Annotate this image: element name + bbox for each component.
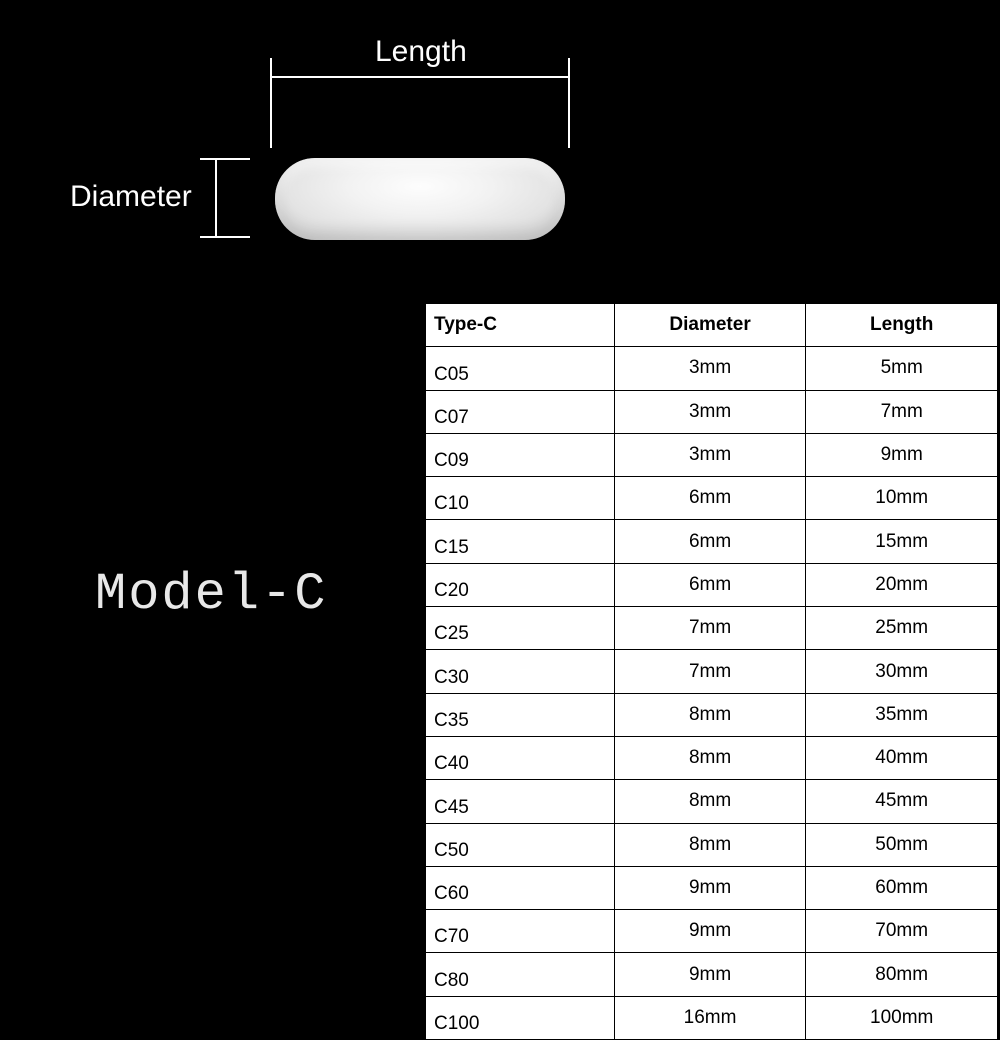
table-cell-length: 10mm	[806, 477, 998, 520]
table-cell-length: 20mm	[806, 563, 998, 606]
table-row: C093mm9mm	[426, 433, 998, 476]
table-cell-type: C100	[426, 996, 615, 1039]
table-cell-length: 25mm	[806, 607, 998, 650]
spec-table: Type-C Diameter Length C053mm5mmC073mm7m…	[425, 303, 998, 1040]
dimension-diagram: Length Diameter	[60, 20, 620, 270]
table-cell-diameter: 8mm	[614, 780, 806, 823]
table-cell-diameter: 3mm	[614, 390, 806, 433]
table-cell-length: 5mm	[806, 347, 998, 390]
table-cell-type: C60	[426, 866, 615, 909]
table-cell-type: C20	[426, 563, 615, 606]
table-cell-diameter: 9mm	[614, 866, 806, 909]
table-row: C809mm80mm	[426, 953, 998, 996]
table-cell-type: C09	[426, 433, 615, 476]
table-row: C307mm30mm	[426, 650, 998, 693]
table-cell-length: 45mm	[806, 780, 998, 823]
table-cell-length: 100mm	[806, 996, 998, 1039]
table-cell-diameter: 9mm	[614, 953, 806, 996]
table-row: C106mm10mm	[426, 477, 998, 520]
table-header-row: Type-C Diameter Length	[426, 304, 998, 347]
table-cell-length: 30mm	[806, 650, 998, 693]
table-row: C609mm60mm	[426, 866, 998, 909]
table-cell-diameter: 6mm	[614, 520, 806, 563]
table-cell-type: C40	[426, 736, 615, 779]
table-cell-diameter: 3mm	[614, 433, 806, 476]
table-row: C053mm5mm	[426, 347, 998, 390]
table-cell-diameter: 8mm	[614, 823, 806, 866]
table-cell-type: C45	[426, 780, 615, 823]
table-cell-type: C10	[426, 477, 615, 520]
table-cell-diameter: 6mm	[614, 477, 806, 520]
table-row: C458mm45mm	[426, 780, 998, 823]
table-cell-type: C07	[426, 390, 615, 433]
length-bracket-line	[270, 76, 570, 78]
diameter-bracket-line	[215, 158, 217, 238]
table-cell-type: C80	[426, 953, 615, 996]
table-row: C709mm70mm	[426, 910, 998, 953]
table-cell-length: 40mm	[806, 736, 998, 779]
table-cell-length: 70mm	[806, 910, 998, 953]
table-cell-type: C30	[426, 650, 615, 693]
table-row: C408mm40mm	[426, 736, 998, 779]
table-row: C206mm20mm	[426, 563, 998, 606]
table-row: C156mm15mm	[426, 520, 998, 563]
diameter-bracket-tick-top	[200, 158, 250, 160]
table-cell-type: C35	[426, 693, 615, 736]
diameter-label: Diameter	[70, 180, 192, 214]
table-cell-type: C50	[426, 823, 615, 866]
table-cell-diameter: 16mm	[614, 996, 806, 1039]
table-cell-diameter: 9mm	[614, 910, 806, 953]
table-cell-length: 60mm	[806, 866, 998, 909]
table-cell-type: C05	[426, 347, 615, 390]
table-cell-type: C70	[426, 910, 615, 953]
table-cell-diameter: 7mm	[614, 650, 806, 693]
length-label: Length	[375, 35, 467, 69]
table-cell-length: 15mm	[806, 520, 998, 563]
table-cell-type: C25	[426, 607, 615, 650]
table-cell-length: 50mm	[806, 823, 998, 866]
table-cell-diameter: 8mm	[614, 736, 806, 779]
table-cell-length: 35mm	[806, 693, 998, 736]
table-header-type: Type-C	[426, 304, 615, 347]
table-cell-length: 7mm	[806, 390, 998, 433]
table-row: C257mm25mm	[426, 607, 998, 650]
length-bracket-tick-right	[568, 58, 570, 148]
table-row: C10016mm100mm	[426, 996, 998, 1039]
length-bracket-tick-left	[270, 58, 272, 148]
model-name-heading: Model-C	[95, 565, 327, 624]
table-cell-diameter: 6mm	[614, 563, 806, 606]
table-cell-length: 80mm	[806, 953, 998, 996]
table-cell-diameter: 8mm	[614, 693, 806, 736]
table-cell-length: 9mm	[806, 433, 998, 476]
table-header-length: Length	[806, 304, 998, 347]
table-header-diameter: Diameter	[614, 304, 806, 347]
table-row: C508mm50mm	[426, 823, 998, 866]
table-row: C073mm7mm	[426, 390, 998, 433]
diameter-bracket-tick-bottom	[200, 236, 250, 238]
stir-bar-shape	[275, 158, 565, 240]
table-cell-diameter: 7mm	[614, 607, 806, 650]
table-cell-type: C15	[426, 520, 615, 563]
table-row: C358mm35mm	[426, 693, 998, 736]
table-cell-diameter: 3mm	[614, 347, 806, 390]
